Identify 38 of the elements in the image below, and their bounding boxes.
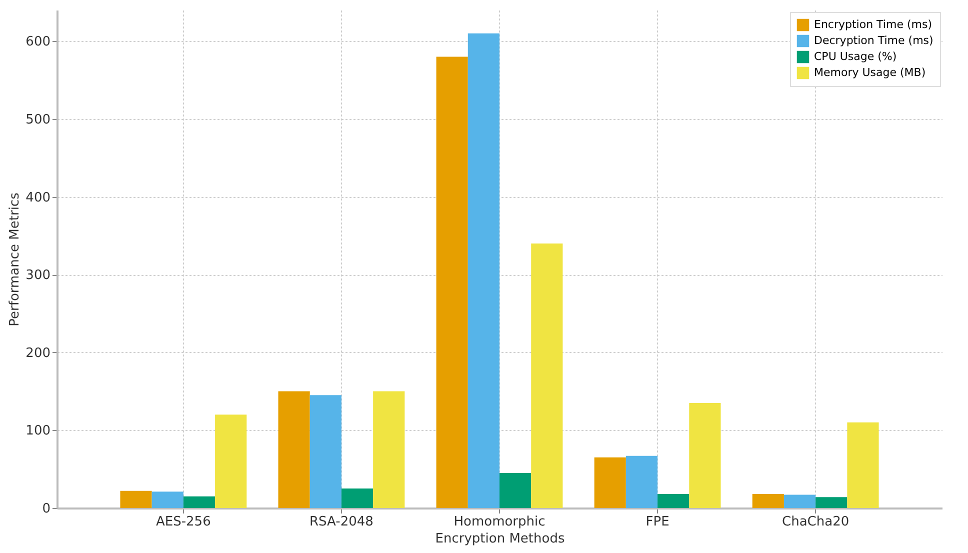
bar [310,395,342,508]
bar [215,414,247,508]
y-tick-label: 100 [26,424,50,439]
bar [152,492,184,508]
y-tick-label: 400 [26,190,50,206]
bar [594,457,626,508]
legend-label: Encryption Time (ms) [814,18,932,31]
x-tick-label: ChaCha20 [782,514,850,530]
y-tick-label: 300 [26,268,50,284]
bar [689,402,721,508]
legend-label: Memory Usage (MB) [814,66,926,79]
x-tick-label: RSA-2048 [310,514,374,530]
y-axis-title: Performance Metrics [8,192,23,326]
bar [373,391,405,508]
x-tick-label: FPE [646,514,670,530]
bar [626,456,658,508]
bar [183,496,216,508]
bar [500,472,532,508]
bar [847,422,879,508]
bar [341,488,374,508]
bar [436,56,468,508]
bar [658,494,690,508]
y-tick-label: 500 [26,112,50,128]
x-axis-title: Encryption Methods [435,532,565,546]
bar [752,494,784,508]
y-tick-label: 600 [26,34,50,50]
x-tick-label: AES-256 [156,514,211,530]
y-tick-label: 0 [42,502,50,516]
bar [468,33,500,508]
bar [531,243,563,508]
legend-label: CPU Usage (%) [814,50,897,63]
legend-label: Decryption Time (ms) [814,34,934,47]
bar [816,497,848,508]
y-tick-label: 200 [26,346,50,361]
bar [120,490,152,508]
bar [278,391,310,508]
x-tick-label: Homomorphic [454,514,546,530]
bar [784,494,816,508]
